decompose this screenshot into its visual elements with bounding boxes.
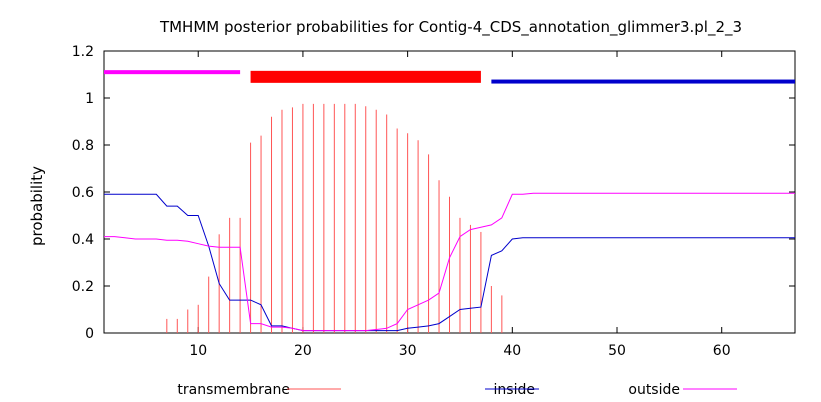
x-tick-label: 30 — [399, 343, 417, 359]
y-tick-label: 0.8 — [72, 138, 94, 154]
plot-area: 0 0.2 0.4 0.6 0.8 1 1.2 10 20 30 40 50 60 — [72, 44, 796, 359]
x-tick-label: 60 — [713, 343, 731, 359]
region-bar-outside — [491, 79, 795, 84]
series-line-inside — [104, 193, 795, 332]
y-tick-label: 0.2 — [72, 279, 94, 295]
y-tick-label: 0.4 — [72, 232, 94, 248]
x-tick-label: 10 — [189, 343, 207, 359]
y-tick-label: 0 — [85, 326, 94, 342]
y-tick-label: 1 — [85, 91, 94, 107]
x-tick-label: 20 — [294, 343, 312, 359]
region-bar-transmembrane — [250, 70, 481, 83]
legend-label-transmembrane: transmembrane — [177, 382, 290, 398]
series-line-outside — [104, 192, 795, 332]
legend: transmembrane inside outside — [177, 382, 737, 398]
y-tick-label: 1.2 — [72, 44, 94, 60]
x-tick-label: 50 — [608, 343, 626, 359]
region-bar-inside — [104, 70, 241, 75]
legend-label-outside: outside — [628, 382, 680, 398]
chart-title: TMHMM posterior probabilities for Contig… — [159, 18, 742, 37]
y-axis-label: probability — [28, 166, 46, 246]
y-tick-label: 0.6 — [72, 185, 94, 201]
x-tick-label: 40 — [503, 343, 521, 359]
legend-label-inside: inside — [494, 382, 535, 398]
